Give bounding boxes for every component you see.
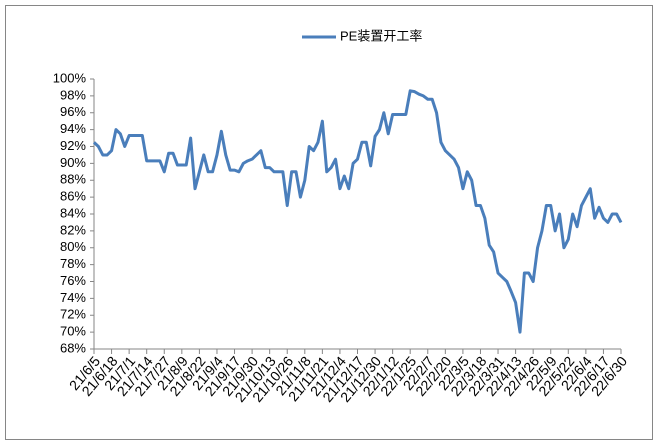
y-tick-label: 86% xyxy=(60,189,86,204)
legend-label: PE装置开工率 xyxy=(340,28,422,43)
y-tick-label: 80% xyxy=(60,239,86,254)
y-tick-label: 98% xyxy=(60,87,86,102)
y-tick-label: 76% xyxy=(60,273,86,288)
y-tick-label: 68% xyxy=(60,340,86,355)
y-tick-label: 78% xyxy=(60,256,86,271)
y-tick-label: 74% xyxy=(60,290,86,305)
y-tick-label: 84% xyxy=(60,205,86,220)
y-tick-label: 82% xyxy=(60,222,86,237)
y-tick-label: 72% xyxy=(60,307,86,322)
y-tick-label: 96% xyxy=(60,104,86,119)
y-tick-label: 88% xyxy=(60,172,86,187)
data-line xyxy=(92,89,623,334)
y-tick-label: 92% xyxy=(60,138,86,153)
y-tick-label: 100% xyxy=(53,70,87,85)
y-tick-label: 70% xyxy=(60,324,86,339)
y-tick-label: 94% xyxy=(60,121,86,136)
y-tick-label: 90% xyxy=(60,155,86,170)
